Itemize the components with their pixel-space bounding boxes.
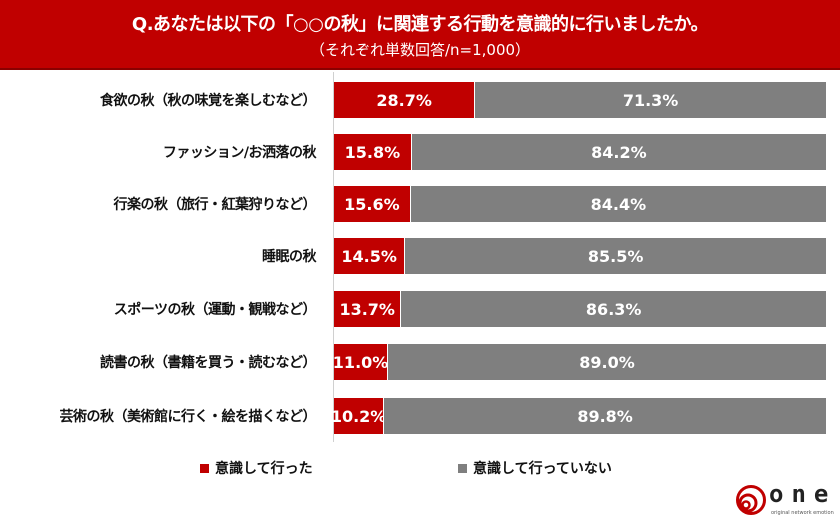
data-label: 11.0% [332,352,389,372]
data-label: 15.6% [344,194,400,214]
data-label: 86.3% [585,299,642,319]
data-label: 14.5% [341,246,397,266]
bar-did-not: 89.0% [388,344,826,380]
category-label: 食欲の秋（秋の味覚を楽しむなど） [100,93,317,109]
company-logo: one original network emotion [735,480,834,520]
legend-label: 意識して行った [215,461,313,477]
legend-label: 意識して行っていない [473,461,612,477]
data-label: 85.5% [587,246,644,266]
bar-did-not: 71.3% [475,82,826,118]
data-label: 10.2% [330,406,387,426]
category-label: 睡眠の秋 [262,249,317,265]
data-label: 15.8% [344,142,401,162]
bar-did: 28.7% [334,82,475,118]
data-label: 89.0% [579,352,635,372]
bar-did-not: 89.8% [384,398,826,434]
bar-did: 15.6% [334,186,410,222]
bar-did-not: 84.4% [410,186,826,222]
data-label: 71.3% [622,90,679,110]
chart-header: Q.あなたは以下の「○○の秋」に関連する行動を意識的に行いましたか。 （それぞれ… [0,0,840,70]
legend-swatch [458,463,467,473]
data-label: 84.4% [590,194,647,214]
logo-text: one [769,480,837,508]
bar-did: 15.8% [334,134,411,170]
data-label: 84.2% [591,142,647,162]
category-label: 芸術の秋（美術館に行く・絵を描くなど） [59,409,317,425]
logo-tagline: original network emotion [771,510,834,516]
data-label: 89.8% [577,406,633,426]
category-axis-line [333,72,334,442]
data-label: 13.7% [339,299,395,319]
bar-did: 10.2% [331,398,386,434]
bar-did: 11.0% [332,344,389,380]
legend-swatch [200,463,209,473]
chart-title: Q.あなたは以下の「○○の秋」に関連する行動を意識的に行いましたか。 [131,14,709,35]
bar-did-not: 85.5% [405,238,826,274]
category-label: ファッション/お洒落の秋 [162,145,317,161]
bar-did: 14.5% [334,238,405,274]
legend-item-did: 意識して行った [200,458,313,478]
category-label: スポーツの秋（運動・観戦など） [113,302,317,318]
bar-did-not: 84.2% [411,134,826,170]
legend-item-did-not: 意識して行っていない [458,458,612,478]
chart-subtitle: （それぞれ単数回答/n=1,000） [309,41,531,59]
data-label: 28.7% [376,90,432,110]
bar-did: 13.7% [334,291,401,327]
logo-swirl-icon [736,485,766,515]
bar-did-not: 86.3% [401,291,826,327]
category-label: 読書の秋（書籍を買う・読むなど） [100,355,317,371]
category-label: 行楽の秋（旅行・紅葉狩りなど） [113,197,317,213]
